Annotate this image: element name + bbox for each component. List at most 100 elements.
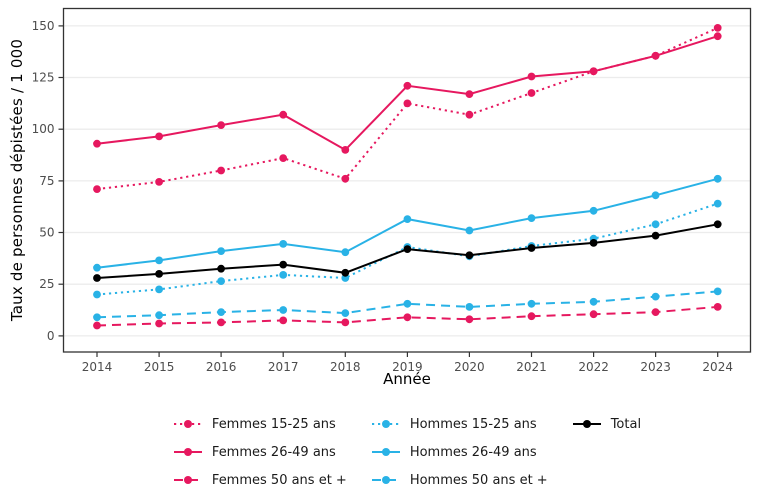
y-tick-label: 125: [32, 71, 55, 85]
data-point: [465, 90, 474, 98]
x-tick-label: 2015: [144, 360, 175, 374]
line-chart: 0 25 50 75 100 125 150 2014 2015 2016 2017 2018 2019…: [32, 7, 752, 374]
data-point: [465, 110, 474, 119]
legend-line-sample-icon: [371, 448, 400, 456]
series-femmes-50-ans-et: [93, 303, 722, 330]
data-point: [155, 178, 164, 186]
series-hommes-26-49-ans: [93, 174, 722, 272]
series-line: [96, 305, 718, 327]
data-point: [217, 308, 226, 316]
data-point: [341, 268, 350, 277]
x-tick-label: 2021: [516, 360, 547, 374]
data-point: [403, 99, 412, 108]
data-point: [713, 287, 722, 296]
x-tick-label: 2016: [206, 360, 237, 374]
legend-item: Total: [572, 415, 641, 433]
data-point: [403, 313, 412, 322]
legend-label: Hommes 50 ans et +: [409, 472, 548, 488]
x-tick-label: 2019: [392, 360, 423, 374]
legend-label: Hommes 26-49 ans: [409, 444, 537, 460]
legend-column: Total: [572, 410, 641, 438]
y-tick-label: 75: [39, 174, 54, 188]
legend-line-sample-icon: [572, 420, 601, 428]
data-point: [713, 174, 722, 183]
data-point: [589, 206, 598, 215]
data-point: [279, 154, 288, 163]
data-point: [465, 226, 474, 235]
legend-line-sample-icon: [173, 448, 202, 456]
data-point: [527, 214, 536, 223]
data-point: [403, 81, 412, 90]
data-point: [527, 89, 536, 97]
y-tick-label: 100: [32, 122, 55, 136]
x-tick-label: 2018: [330, 360, 361, 374]
data-point: [713, 303, 722, 311]
series-total: [93, 220, 722, 282]
legend-column: Hommes 15-25 ans Hommes 26-49 ans Hommes 5…: [371, 410, 548, 494]
data-point: [217, 318, 226, 327]
data-point: [713, 32, 722, 41]
panel-border: [62, 7, 752, 353]
data-point: [589, 310, 598, 319]
data-point: [217, 247, 226, 256]
legend-item: Hommes 26-49 ans: [371, 443, 548, 461]
data-point: [527, 244, 536, 252]
data-point: [527, 299, 536, 308]
data-point: [651, 231, 660, 240]
legend-line-sample-icon: [173, 476, 202, 484]
series-femmes-26-49-ans: [93, 32, 722, 154]
data-point: [155, 319, 164, 328]
data-point: [155, 270, 164, 278]
data-point: [279, 240, 288, 248]
x-tick-label: 2023: [640, 360, 671, 374]
data-point: [217, 277, 226, 285]
data-point: [217, 264, 226, 273]
data-point: [93, 274, 101, 282]
data-point: [93, 313, 101, 322]
legend-line-sample-icon: [371, 420, 400, 428]
y-axis-title: Taux de personnes dépistées / 1 000: [8, 38, 26, 322]
data-point: [279, 316, 288, 325]
data-point: [651, 220, 660, 229]
legend-item: Femmes 26-49 ans: [173, 443, 347, 461]
data-point: [217, 166, 226, 175]
data-point: [527, 72, 536, 81]
data-point: [589, 297, 598, 306]
data-point: [651, 292, 660, 301]
data-point: [341, 309, 350, 317]
data-point: [155, 256, 164, 265]
data-point: [279, 260, 288, 269]
data-point: [713, 220, 722, 229]
legend-line-sample-icon: [173, 420, 202, 428]
data-point: [713, 24, 722, 32]
legend-label: Femmes 50 ans et +: [211, 472, 347, 488]
data-point: [93, 139, 101, 148]
legend-item: Hommes 15-25 ans: [371, 415, 548, 433]
data-point: [341, 146, 350, 154]
data-point: [651, 308, 660, 316]
data-point: [93, 290, 101, 299]
legend-column: Femmes 15-25 ans Femmes 26-49 ans Femmes 5…: [173, 410, 347, 494]
data-point: [93, 263, 101, 272]
data-point: [465, 251, 474, 260]
data-point: [465, 315, 474, 324]
legend-label: Hommes 15-25 ans: [409, 416, 537, 432]
data-point: [279, 110, 288, 119]
data-point: [651, 191, 660, 200]
data-point: [589, 239, 598, 247]
data-point: [651, 51, 660, 60]
data-point: [93, 321, 101, 330]
data-point: [155, 132, 164, 141]
data-point: [93, 185, 101, 194]
data-point: [403, 245, 412, 254]
legend-item: Hommes 50 ans et +: [371, 471, 548, 489]
x-tick-label: 2017: [268, 360, 299, 374]
y-tick-label: 50: [39, 226, 54, 240]
x-tick-label: 2014: [82, 360, 113, 374]
legend-item: Femmes 15-25 ans: [173, 415, 347, 433]
data-point: [341, 318, 350, 327]
data-point: [403, 299, 412, 308]
data-point: [465, 303, 474, 311]
legend-line-sample-icon: [371, 476, 400, 484]
